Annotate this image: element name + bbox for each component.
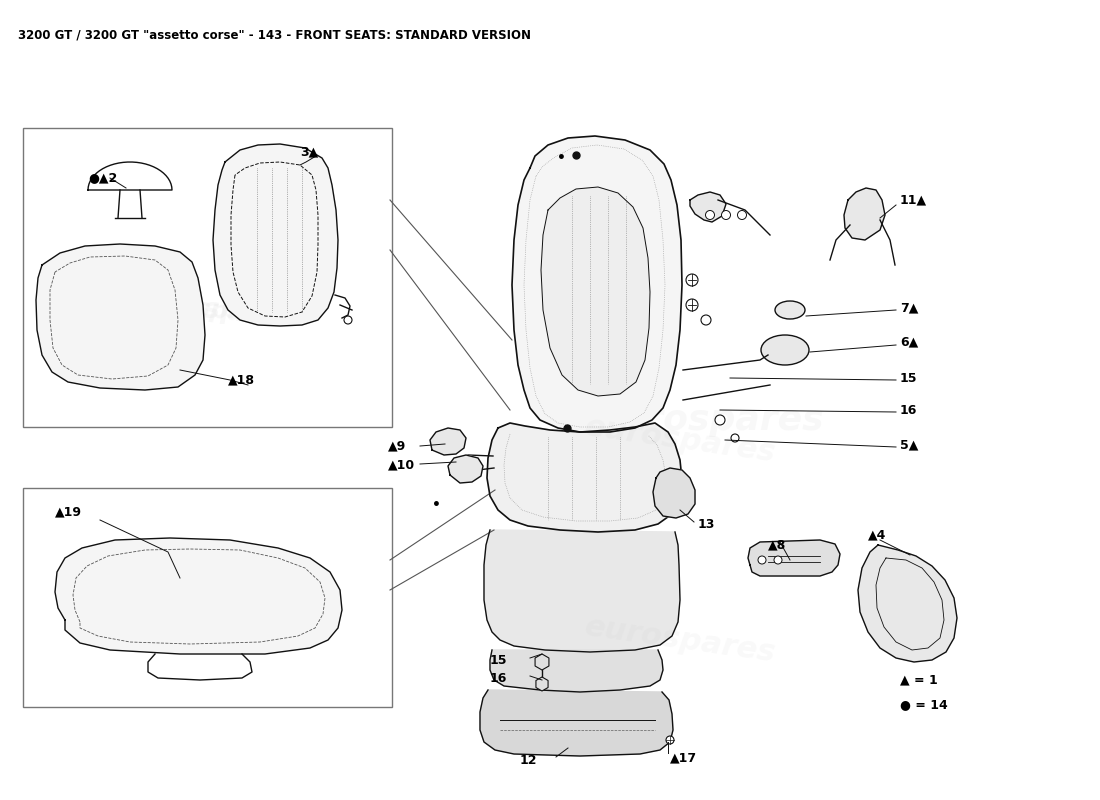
- Text: eurospares: eurospares: [583, 612, 778, 668]
- Text: 13: 13: [698, 518, 715, 531]
- Text: ▲10: ▲10: [388, 458, 415, 471]
- Text: ▲9: ▲9: [388, 439, 406, 453]
- Text: eurospares: eurospares: [596, 403, 824, 437]
- Polygon shape: [512, 136, 682, 432]
- Text: eurospares: eurospares: [583, 412, 778, 468]
- Polygon shape: [748, 540, 840, 576]
- Text: ● = 14: ● = 14: [900, 698, 948, 711]
- Circle shape: [666, 736, 674, 744]
- Polygon shape: [653, 468, 695, 518]
- Circle shape: [774, 556, 782, 564]
- Polygon shape: [844, 188, 886, 240]
- Polygon shape: [690, 192, 726, 222]
- Polygon shape: [490, 650, 663, 692]
- Text: ▲17: ▲17: [670, 751, 697, 765]
- Text: ▲19: ▲19: [55, 506, 82, 518]
- Polygon shape: [448, 455, 483, 483]
- Text: •: •: [557, 151, 565, 165]
- Text: eurospares: eurospares: [141, 578, 299, 602]
- Polygon shape: [487, 423, 682, 532]
- Text: eurospares: eurospares: [130, 287, 290, 333]
- Text: 6▲: 6▲: [900, 335, 918, 349]
- Text: ▲8: ▲8: [768, 538, 786, 551]
- Text: 16: 16: [900, 403, 917, 417]
- Circle shape: [715, 415, 725, 425]
- Circle shape: [705, 210, 715, 219]
- Text: 11▲: 11▲: [900, 194, 927, 206]
- Text: •: •: [432, 498, 441, 512]
- Circle shape: [686, 274, 698, 286]
- Circle shape: [758, 556, 766, 564]
- Text: 7▲: 7▲: [900, 302, 918, 314]
- Text: eurospares: eurospares: [139, 570, 282, 610]
- Circle shape: [701, 315, 711, 325]
- Text: ▲4: ▲4: [868, 529, 887, 542]
- Text: ▲18: ▲18: [228, 374, 255, 386]
- Polygon shape: [480, 690, 673, 756]
- Text: 15: 15: [900, 371, 917, 385]
- Ellipse shape: [776, 301, 805, 319]
- Ellipse shape: [761, 335, 808, 365]
- Polygon shape: [484, 530, 680, 652]
- Circle shape: [344, 316, 352, 324]
- Text: 16: 16: [490, 671, 507, 685]
- Text: 3▲: 3▲: [300, 146, 318, 158]
- Circle shape: [722, 210, 730, 219]
- Circle shape: [732, 434, 739, 442]
- Text: ●▲2: ●▲2: [88, 171, 118, 185]
- Text: eurospares: eurospares: [132, 296, 308, 324]
- FancyBboxPatch shape: [23, 488, 392, 707]
- Text: 15: 15: [490, 654, 507, 666]
- Text: 3200 GT / 3200 GT "assetto corse" - 143 - FRONT SEATS: STANDARD VERSION: 3200 GT / 3200 GT "assetto corse" - 143 …: [18, 28, 531, 41]
- Text: 5▲: 5▲: [900, 438, 918, 451]
- Polygon shape: [213, 144, 338, 326]
- Text: 12: 12: [520, 754, 538, 766]
- Text: ▲ = 1: ▲ = 1: [900, 674, 937, 686]
- Circle shape: [737, 210, 747, 219]
- Polygon shape: [55, 538, 342, 654]
- Polygon shape: [541, 187, 650, 396]
- Polygon shape: [36, 244, 205, 390]
- Polygon shape: [430, 428, 466, 455]
- Circle shape: [686, 299, 698, 311]
- FancyBboxPatch shape: [23, 128, 392, 427]
- Polygon shape: [858, 545, 957, 662]
